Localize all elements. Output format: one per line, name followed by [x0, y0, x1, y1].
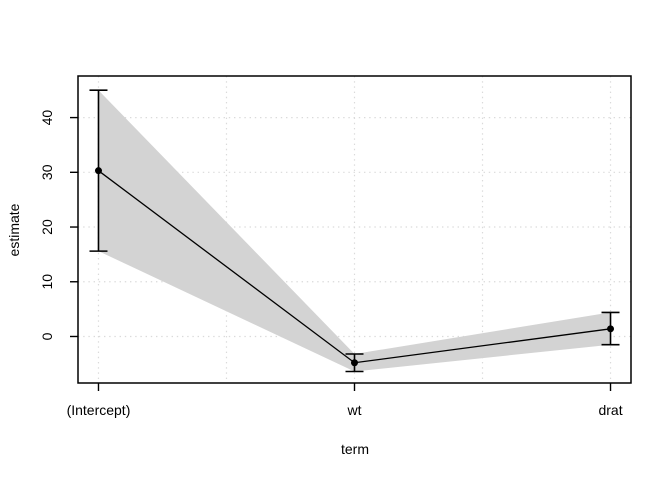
chart-plot-area: (Intercept) wt drat 0 10 20 30 40 — [39, 75, 632, 418]
y-tick-label: 20 — [39, 219, 55, 235]
data-point — [94, 167, 102, 175]
x-tick-label: (Intercept) — [67, 402, 131, 418]
data-point — [351, 359, 358, 367]
x-axis-title: term — [341, 441, 369, 457]
y-tick-label: 10 — [39, 274, 55, 290]
y-tick-label: 30 — [39, 164, 55, 180]
y-tick-label: 0 — [39, 332, 55, 340]
y-axis-title: estimate — [6, 203, 22, 256]
data-point — [607, 325, 615, 333]
x-tick-label: drat — [598, 402, 622, 418]
y-tick-label: 40 — [39, 110, 55, 126]
x-tick-label: wt — [347, 402, 362, 418]
confidence-ribbon — [98, 90, 611, 372]
